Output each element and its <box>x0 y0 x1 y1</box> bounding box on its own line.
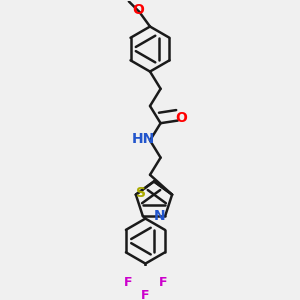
Text: F: F <box>123 276 132 289</box>
Text: O: O <box>132 3 144 17</box>
Text: F: F <box>141 290 150 300</box>
Text: HN: HN <box>132 132 155 146</box>
Text: O: O <box>175 111 187 125</box>
Text: N: N <box>154 209 165 223</box>
Text: F: F <box>159 276 167 289</box>
Text: S: S <box>136 186 146 200</box>
